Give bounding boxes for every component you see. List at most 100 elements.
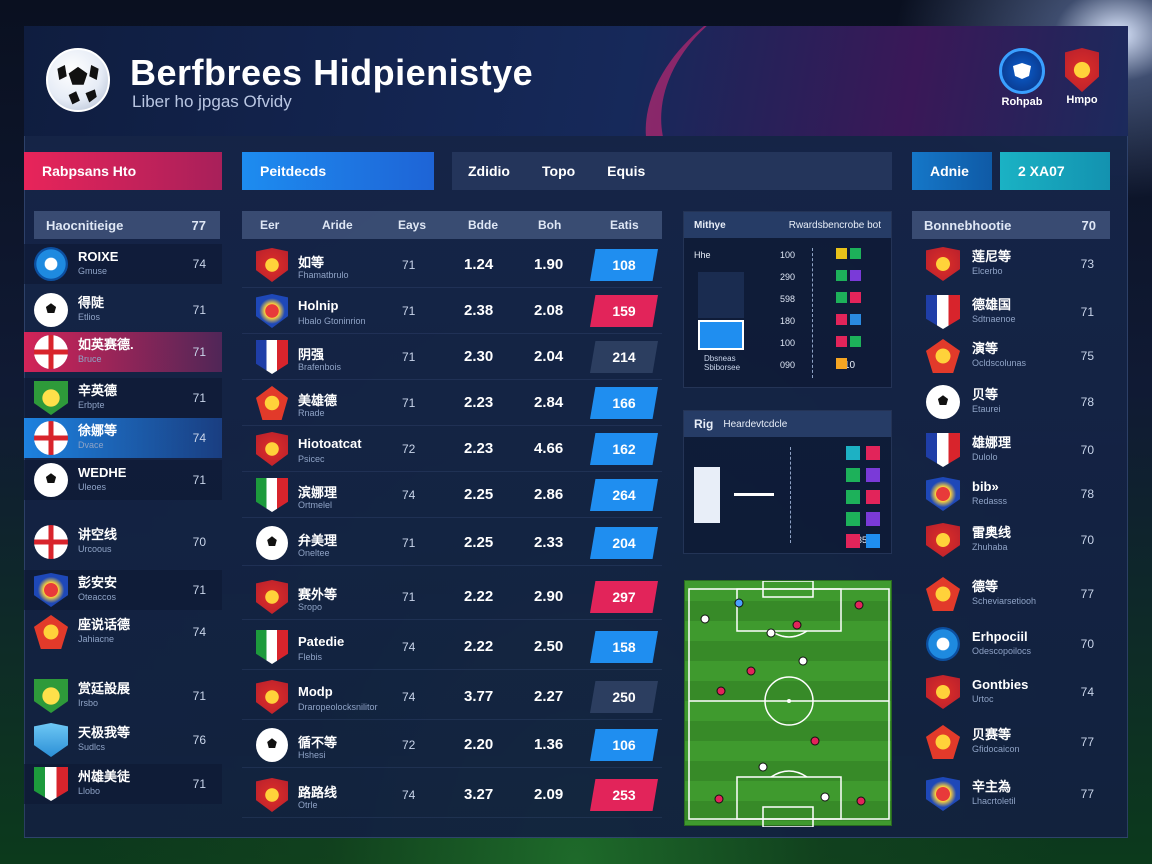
col-header[interactable]: Boh [538, 218, 562, 232]
team-crest-icon [256, 294, 288, 328]
stats-mid-card [694, 467, 720, 523]
list-item[interactable]: 贝等 Etaurei 78 [912, 382, 1110, 422]
header-badge-hmpo[interactable]: Hmpo [1052, 48, 1112, 106]
team-subtitle: Zhuhaba [972, 542, 1008, 552]
table-row[interactable]: Modp Draropeolocksnilitor 74 3.77 2.27 250 [242, 674, 662, 720]
header-badge-rohpab[interactable]: Rohpab [992, 48, 1052, 108]
col-header[interactable]: Aride [322, 218, 353, 232]
team-rating: 71 [192, 583, 206, 597]
stats-value: 100 [780, 338, 796, 348]
player-marker[interactable] [746, 666, 756, 676]
player-marker[interactable] [714, 794, 724, 804]
table-row[interactable]: 美雄德 Rnade 71 2.23 2.84 166 [242, 380, 662, 426]
team-name: ROIXE Gmuse [78, 250, 118, 278]
list-item[interactable]: Erhpociil Odescopoilocs 70 [912, 624, 1110, 664]
col-header[interactable]: Bdde [468, 218, 498, 232]
row-score-pill[interactable]: 204 [590, 527, 658, 559]
tab-adnie[interactable]: Adnie [912, 152, 992, 190]
list-item[interactable]: 讲空线 Urcoous 70 [24, 522, 222, 562]
table-row[interactable]: 阴强 Brafenbois 71 2.30 2.04 214 [242, 334, 662, 380]
team-name-text: 彭安安 [78, 575, 118, 590]
row-score-pill[interactable]: 214 [590, 341, 658, 373]
col-header[interactable]: Eer [260, 218, 280, 232]
list-item[interactable]: 雄娜理 Dulolo 70 [912, 430, 1110, 470]
row-score-pill[interactable]: 264 [590, 479, 658, 511]
team-crest-icon [34, 293, 68, 327]
list-item[interactable]: 德雄国 Sdtnaenoe 71 [912, 292, 1110, 332]
row-score-pill[interactable]: 108 [590, 249, 658, 281]
stats-value: 180 [780, 316, 796, 326]
player-marker[interactable] [716, 686, 726, 696]
stats-value: 290 [780, 272, 796, 282]
table-row[interactable]: Holnip Hbalo Gtoninrion 71 2.38 2.08 159 [242, 288, 662, 334]
player-marker[interactable] [734, 598, 744, 608]
team-crest-icon [34, 421, 68, 455]
row-score-pill[interactable]: 159 [590, 295, 658, 327]
list-item[interactable]: 天极我等 Sudlcs 76 [24, 720, 222, 760]
table-row[interactable]: Hiotoatcat Psicec 72 2.23 4.66 162 [242, 426, 662, 472]
team-rating: 73 [1080, 257, 1094, 271]
row-team-subtitle: Fhamatbrulo [298, 270, 349, 280]
list-item[interactable]: ROIXE Gmuse 74 [24, 244, 222, 284]
table-row[interactable]: Patedie Flebis 74 2.22 2.50 158 [242, 624, 662, 670]
tab-zdidio[interactable]: Zdidio [468, 163, 510, 179]
stats-chart-block [698, 272, 744, 318]
team-rating: 71 [192, 777, 206, 791]
table-row[interactable]: 循不等 Hshesi 72 2.20 1.36 106 [242, 722, 662, 768]
tab-topo[interactable]: Topo [542, 163, 576, 179]
list-item[interactable]: bib» Redasss 78 [912, 474, 1110, 514]
player-marker[interactable] [854, 600, 864, 610]
row-score-pill[interactable]: 158 [590, 631, 658, 663]
table-row[interactable]: 路路线 Otrle 74 3.27 2.09 253 [242, 772, 662, 818]
col-header[interactable]: Eays [398, 218, 427, 232]
tactics-pitch[interactable] [684, 580, 892, 827]
list-item[interactable]: 座说话德 Jahiacne 74 [24, 612, 222, 652]
player-marker[interactable] [810, 736, 820, 746]
tab-left[interactable]: Rabpsans Hto [24, 152, 222, 190]
team-name: WEDHE Uleoes [78, 466, 126, 494]
table-row[interactable]: 滨娜理 Ortmelel 74 2.25 2.86 264 [242, 472, 662, 518]
row-score-pill[interactable]: 166 [590, 387, 658, 419]
row-score-pill[interactable]: 162 [590, 433, 658, 465]
list-item[interactable]: 如英赛德. Bruce 71 [24, 332, 222, 372]
row-score-pill[interactable]: 253 [590, 779, 658, 811]
team-name-text: 座说话德 [78, 617, 131, 632]
list-item[interactable]: 辛英德 Erbpte 71 [24, 378, 222, 418]
list-item[interactable]: WEDHE Uleoes 71 [24, 460, 222, 500]
player-marker[interactable] [766, 628, 776, 638]
team-subtitle: Odescopoilocs [972, 646, 1032, 656]
list-item[interactable]: 赏廷設展 Irsbo 71 [24, 676, 222, 716]
row-score-pill[interactable]: 106 [590, 729, 658, 761]
list-item[interactable]: 辛主為 Lhacrtoletil 77 [912, 774, 1110, 814]
list-item[interactable]: 徐娜等 Dvace 74 [24, 418, 222, 458]
team-subtitle: Irsbo [78, 698, 99, 708]
tab-equis[interactable]: Equis [607, 163, 646, 179]
list-item[interactable]: 德等 Scheviarsetiooh 77 [912, 574, 1110, 614]
team-name-text: 天极我等 [78, 725, 131, 740]
tab-date[interactable]: 2 XA07 [1000, 152, 1110, 190]
player-marker[interactable] [856, 796, 866, 806]
left-panel-title: Haocnitieige [46, 217, 124, 233]
tab-center[interactable]: Peitdecds [242, 152, 434, 190]
list-item[interactable]: 贝赛等 Gfidocaicon 77 [912, 722, 1110, 762]
player-marker[interactable] [798, 656, 808, 666]
stats-divider [812, 248, 813, 378]
list-item[interactable]: 演等 Ocldscolunas 75 [912, 336, 1110, 376]
list-item[interactable]: 得陡 Etlios 71 [24, 290, 222, 330]
table-row[interactable]: 赛外等 Sropo 71 2.22 2.90 297 [242, 574, 662, 620]
row-score-pill[interactable]: 250 [590, 681, 658, 713]
list-item[interactable]: Gontbies Urtoc 74 [912, 672, 1110, 712]
table-row[interactable]: 弁美理 Oneltee 71 2.25 2.33 204 [242, 520, 662, 566]
player-marker[interactable] [820, 792, 830, 802]
col-header[interactable]: Eatis [610, 218, 639, 232]
player-marker[interactable] [758, 762, 768, 772]
player-marker[interactable] [700, 614, 710, 624]
row-score-pill[interactable]: 297 [590, 581, 658, 613]
list-item[interactable]: 彭安安 Oteaccos 71 [24, 570, 222, 610]
player-marker[interactable] [792, 620, 802, 630]
list-item[interactable]: 莲尼等 Elcerbo 73 [912, 244, 1110, 284]
row-value-1: 3.27 [464, 786, 494, 803]
list-item[interactable]: 州雄美徒 Llobo 71 [24, 764, 222, 804]
table-row[interactable]: 如等 Fhamatbrulo 71 1.24 1.90 108 [242, 242, 662, 288]
list-item[interactable]: 雷奥线 Zhuhaba 70 [912, 520, 1110, 560]
